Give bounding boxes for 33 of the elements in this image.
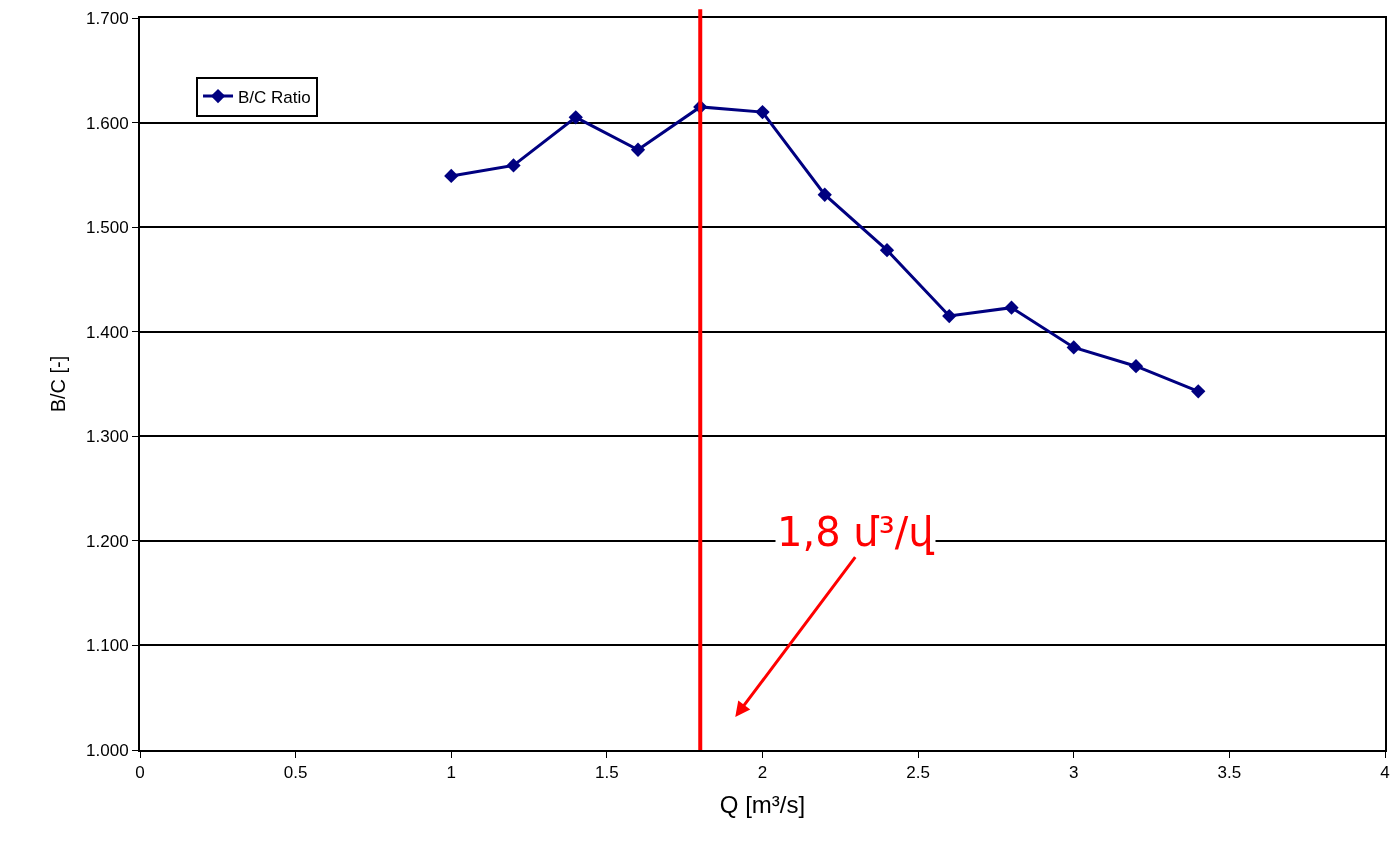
x-tick-label: 2 — [757, 763, 768, 783]
point — [1004, 300, 1019, 315]
x-tick-label: 0 — [135, 763, 145, 783]
point — [1191, 384, 1206, 399]
point — [1066, 340, 1081, 355]
y-tick-label: 1.700 — [86, 8, 129, 28]
y-tick-label: 1.500 — [86, 218, 129, 238]
y-tick-label: 1.300 — [86, 427, 129, 447]
y-axis-title: B/C [-] — [47, 355, 70, 413]
x-tick-label: 4 — [1380, 763, 1390, 783]
point — [817, 187, 832, 202]
x-axis-title: Q [m³/s] — [719, 791, 806, 819]
legend-label: B/C Ratio — [238, 87, 311, 107]
point — [1128, 359, 1144, 374]
x-tick-label: 1 — [446, 763, 456, 783]
x-tick-label: 0.5 — [283, 763, 308, 783]
point — [506, 158, 521, 173]
point — [879, 243, 895, 258]
y-tick-label: 1.200 — [86, 531, 129, 551]
x-tick-label: 3 — [1069, 763, 1079, 783]
y-tick-label: 1.400 — [86, 322, 129, 342]
y-tick-label: 1.100 — [86, 636, 129, 656]
ref-line-label: 1,8 մ³/վ — [777, 509, 935, 555]
x-tick-label: 3.5 — [1217, 763, 1242, 783]
point — [568, 110, 583, 125]
x-tick-label: 2.5 — [906, 763, 930, 783]
x-tick-label: 1.5 — [595, 763, 619, 783]
point — [630, 142, 646, 157]
point — [444, 168, 459, 184]
point — [755, 104, 770, 120]
point — [942, 308, 957, 324]
y-tick-label: 1.000 — [86, 740, 129, 760]
y-tick-label: 1.600 — [86, 113, 129, 133]
